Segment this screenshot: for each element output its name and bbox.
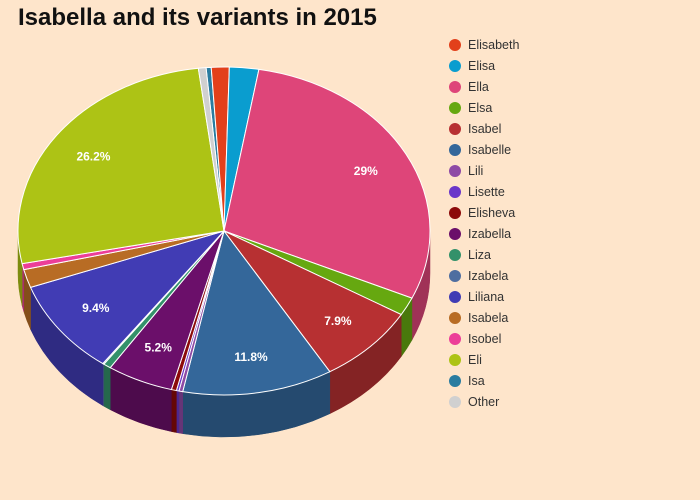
slice-label-isabelle: 11.8% [234, 350, 268, 364]
legend-label: Eli [468, 352, 482, 367]
legend-swatch [449, 395, 461, 408]
legend-label: Isabela [468, 310, 509, 325]
legend-swatch [449, 332, 461, 345]
legend-label: Izabella [468, 226, 512, 241]
legend-label: Lili [468, 163, 484, 178]
legend-item-ella[interactable]: Ella [449, 76, 519, 97]
legend-swatch [449, 38, 461, 51]
legend-swatch [449, 269, 461, 282]
legend-swatch [449, 164, 461, 177]
pie-side-lili [178, 390, 183, 434]
legend-item-lili[interactable]: Lili [449, 160, 519, 181]
pie-slice-other[interactable] [197, 67, 225, 232]
slice-label-izabella: 5.2% [145, 341, 173, 355]
legend: Elisabeth Elisa Ella Elsa Isabel Isabelle Lili… [449, 34, 519, 412]
legend-swatch [449, 206, 461, 219]
pie-top [17, 66, 431, 396]
slice-label-ella: 29% [354, 164, 378, 178]
legend-label: Elisa [468, 58, 496, 73]
legend-item-isabel[interactable]: Isabel [449, 118, 519, 139]
legend-label: Isabelle [468, 142, 512, 157]
legend-item-lisette[interactable]: Lisette [449, 181, 519, 202]
legend-swatch [449, 59, 461, 72]
legend-item-elsa[interactable]: Elsa [449, 97, 519, 118]
pie-slice-liliana[interactable] [29, 230, 226, 365]
legend-item-elisa[interactable]: Elisa [449, 55, 519, 76]
legend-swatch [449, 290, 461, 303]
legend-item-elisabeth[interactable]: Elisabeth [449, 34, 519, 55]
pie-slice-isabelle[interactable] [182, 229, 331, 396]
legend-label: Elisheva [468, 205, 516, 220]
legend-swatch [449, 353, 461, 366]
slice-label-eli: 26.2% [76, 149, 110, 163]
legend-item-liza[interactable]: Liza [449, 244, 519, 265]
legend-item-eli[interactable]: Eli [449, 349, 519, 370]
legend-swatch [449, 80, 461, 93]
legend-item-isabela[interactable]: Isabela [449, 307, 519, 328]
legend-label: Liliana [468, 289, 505, 304]
legend-item-izabella[interactable]: Izabella [449, 223, 519, 244]
legend-swatch [449, 122, 461, 135]
legend-item-isobel[interactable]: Isobel [449, 328, 519, 349]
legend-item-izabela[interactable]: Izabela [449, 265, 519, 286]
pie-slice-isabel[interactable] [223, 230, 403, 373]
pie-slice-ella[interactable] [223, 68, 431, 299]
legend-label: Liza [468, 247, 491, 262]
legend-swatch [449, 248, 461, 261]
legend-label: Elisabeth [468, 37, 520, 52]
legend-label: Ella [468, 79, 489, 94]
pie-side-walls [17, 230, 431, 438]
legend-label: Other [468, 394, 500, 409]
legend-swatch [449, 311, 461, 324]
pie-side-elisheva [171, 389, 177, 433]
legend-item-other[interactable]: Other [449, 391, 519, 412]
legend-swatch [449, 374, 461, 387]
legend-swatch [449, 185, 461, 198]
legend-item-liliana[interactable]: Liliana [449, 286, 519, 307]
legend-item-isa[interactable]: Isa [449, 370, 519, 391]
legend-label: Izabela [468, 268, 509, 283]
legend-swatch [449, 227, 461, 240]
legend-label: Isabel [468, 121, 502, 136]
pie-side-liza [103, 363, 111, 411]
pie-slice-eli[interactable] [17, 67, 225, 265]
legend-item-elisheva[interactable]: Elisheva [449, 202, 519, 223]
legend-label: Isa [468, 373, 485, 388]
legend-label: Isobel [468, 331, 502, 346]
pie-side-isobel [21, 263, 25, 312]
legend-item-isabelle[interactable]: Isabelle [449, 139, 519, 160]
slice-label-liliana: 9.4% [82, 301, 110, 315]
legend-swatch [449, 101, 461, 114]
pie-side-lisette [176, 390, 180, 434]
legend-label: Lisette [468, 184, 505, 199]
legend-label: Elsa [468, 100, 493, 115]
chart-title: Isabella and its variants in 2015 [18, 4, 377, 31]
legend-swatch [449, 143, 461, 156]
slice-label-isabel: 7.9% [324, 314, 352, 328]
